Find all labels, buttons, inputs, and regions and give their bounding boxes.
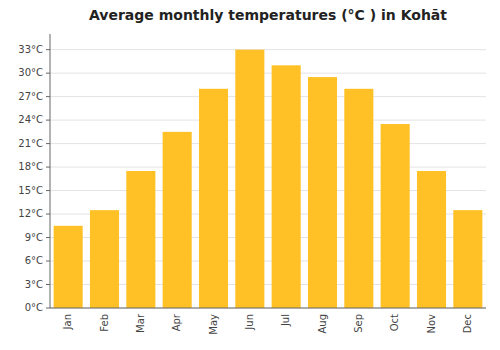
grid-line (50, 143, 486, 144)
y-tick-label: 18°C (18, 161, 43, 172)
bar (417, 171, 446, 308)
grid-line (50, 73, 486, 74)
grid-line (50, 308, 486, 309)
y-tick-label: 21°C (18, 138, 43, 149)
x-axis-line (50, 308, 486, 309)
bar (308, 77, 337, 308)
y-tick (46, 261, 50, 262)
bar (272, 65, 301, 308)
y-tick-label: 6°C (25, 255, 43, 266)
x-tick-label: Apr (171, 313, 182, 331)
y-tick-label: 12°C (18, 208, 43, 219)
y-tick (46, 143, 50, 144)
bar (453, 210, 482, 308)
y-tick (46, 167, 50, 168)
y-tick-label: 24°C (18, 114, 43, 125)
bar (163, 132, 192, 308)
x-tick-label: Jul (280, 314, 291, 327)
y-tick (46, 73, 50, 74)
grid-line (50, 96, 486, 97)
x-tick-label: Jan (62, 314, 73, 330)
x-tick-label: Sep (353, 314, 364, 333)
grid-line (50, 167, 486, 168)
x-tick-label: Jun (244, 314, 255, 331)
chart-svg: Average monthly temperatures (°C ) in Ko… (0, 0, 500, 350)
y-tick (46, 120, 50, 121)
bar (54, 226, 83, 308)
y-tick (46, 284, 50, 285)
x-tick-label: Oct (389, 314, 400, 331)
y-axis: 0°C 3°C 6°C 9°C 12°C 15°C 18°C 21°C 24°C 27°C 30°C… (18, 34, 50, 313)
chart-container: Average monthly temperatures (°C ) in Ko… (0, 0, 500, 350)
bar (199, 89, 228, 308)
y-tick (46, 190, 50, 191)
x-tick-label: Nov (426, 314, 437, 334)
y-tick (46, 49, 50, 50)
grid-line (50, 49, 486, 50)
x-tick-label: Mar (135, 313, 146, 333)
bar (90, 210, 119, 308)
x-tick-label: Feb (99, 314, 110, 332)
y-tick (46, 214, 50, 215)
y-tick-label: 15°C (18, 185, 43, 196)
y-tick-label: 27°C (18, 91, 43, 102)
bar (344, 89, 373, 308)
grid-line (50, 120, 486, 121)
x-tick-label: Dec (462, 314, 473, 333)
chart-title: Average monthly temperatures (°C ) in Ko… (89, 7, 447, 23)
bar (235, 50, 264, 308)
y-tick-label: 30°C (18, 67, 43, 78)
y-tick-label: 33°C (18, 44, 43, 55)
grid (50, 50, 486, 308)
x-tick-label: Aug (317, 314, 328, 334)
x-tick-label: May (208, 314, 219, 335)
y-axis-line (50, 34, 51, 308)
y-tick (46, 96, 50, 97)
bar (381, 124, 410, 308)
y-tick-label: 9°C (25, 232, 43, 243)
y-tick-label: 3°C (25, 279, 43, 290)
y-tick-label: 0°C (25, 302, 43, 313)
bar (126, 171, 155, 308)
bars (54, 50, 483, 308)
y-tick (46, 308, 50, 309)
y-tick (46, 237, 50, 238)
x-axis: Jan Feb Mar Apr May Jun Jul Aug Sep Oct Nov Dec (50, 308, 486, 335)
